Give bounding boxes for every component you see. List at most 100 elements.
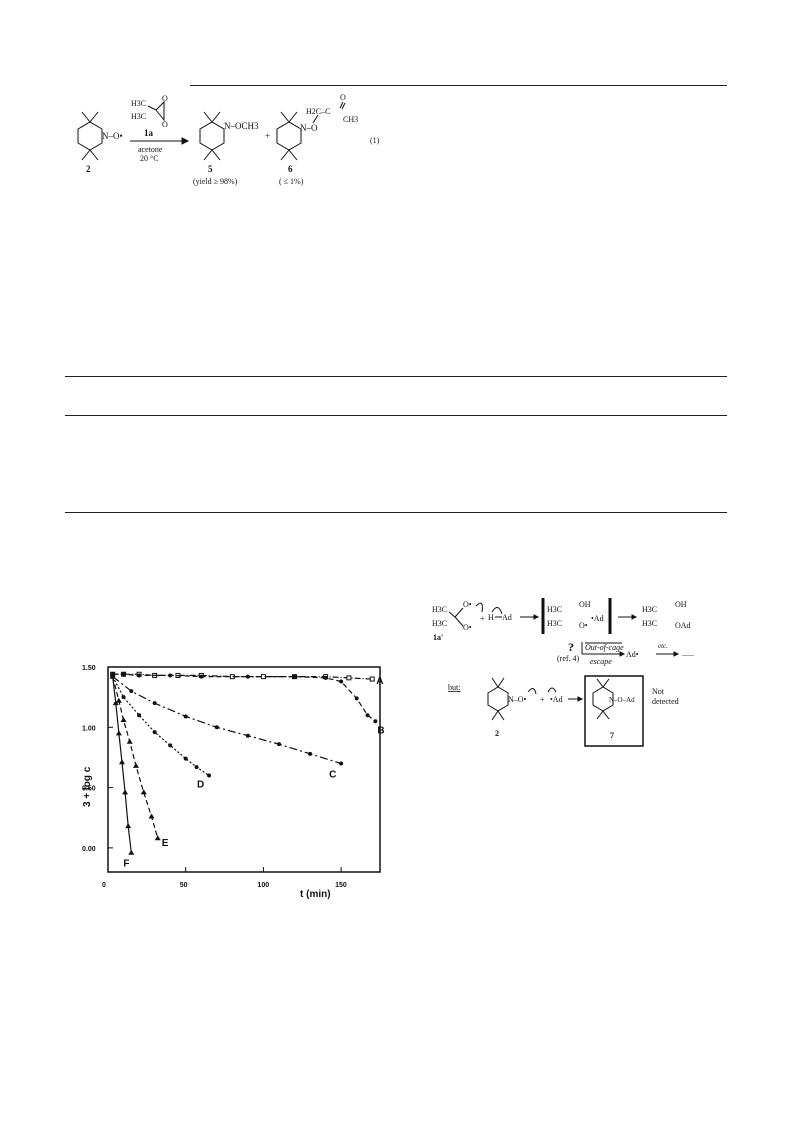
data-point-E — [132, 762, 139, 768]
data-point-F — [128, 849, 135, 855]
data-point-D — [121, 695, 126, 700]
table-header-rule — [65, 415, 727, 416]
svg-text:O•: O• — [463, 600, 472, 609]
series-label-A: A — [376, 676, 383, 687]
x-tick-label: 0 — [102, 882, 106, 889]
svg-text:H3C: H3C — [432, 619, 447, 628]
data-point-B — [168, 673, 173, 678]
plot-frame — [107, 666, 381, 873]
reagent-formula-top: H3C — [131, 99, 146, 108]
product-6-group: N–O — [300, 123, 318, 133]
data-point-B — [121, 672, 126, 677]
x-tick-label: 150 — [335, 882, 347, 889]
series-line-B — [112, 673, 376, 722]
equation-number: (1) — [370, 136, 380, 145]
data-point-F — [125, 823, 132, 829]
conditions-solvent: acetone — [138, 145, 163, 154]
reaction-scheme-2: H3C H3C O• O• 1a' + H Ad H3C H3C OH O• •… — [432, 598, 694, 747]
svg-text:H3C: H3C — [547, 619, 562, 628]
data-point-B — [245, 674, 250, 679]
scheme-plus: + — [265, 131, 270, 141]
svg-text:OAd: OAd — [675, 621, 691, 630]
data-point-C — [308, 751, 313, 756]
adduct-7-box: N–O–Ad 7 — [584, 675, 644, 747]
data-point-D — [207, 773, 212, 778]
data-point-F — [122, 789, 129, 795]
data-point-F — [112, 700, 119, 706]
series-line-E — [112, 676, 159, 839]
y-tick-label: 1.00 — [82, 725, 96, 732]
svg-text:H: H — [488, 613, 494, 622]
reaction-scheme-1: N–O• 2 H3C H3C O O 1a acetone 20 °C N–OC… — [77, 93, 380, 186]
svg-text:N–O•: N–O• — [508, 695, 527, 704]
product-5-group: N–OCH3 — [224, 121, 259, 131]
svg-text:OH: OH — [675, 600, 687, 609]
data-point-B — [323, 675, 328, 680]
data-point-C — [183, 714, 188, 719]
data-point-E — [126, 738, 133, 744]
data-point-C — [276, 742, 281, 747]
svg-text:7: 7 — [610, 731, 614, 740]
data-point-A — [369, 676, 375, 682]
series-label-F: F — [123, 859, 129, 870]
data-point-D — [194, 765, 199, 770]
series-label-C: C — [329, 769, 336, 780]
y-tick-label: 0.50 — [82, 786, 96, 793]
series-label-B: B — [377, 725, 384, 736]
svg-text:•Ad: •Ad — [550, 695, 563, 704]
conditions-temperature: 20 °C — [140, 154, 159, 163]
product-6-structure: N–O H2C–C O CH3 6 ( ≤ 1%) — [276, 93, 358, 186]
product-6-ch3: CH3 — [343, 115, 358, 124]
data-point-A — [346, 675, 352, 681]
data-point-E — [140, 789, 147, 795]
y-tick-label: 0.00 — [82, 846, 96, 853]
data-point-C — [214, 725, 219, 730]
hydroxy-product: H3C H3C OH OAd — [642, 600, 691, 630]
reagent-1a-structure: H3C H3C O O 1a acetone 20 °C — [130, 94, 190, 163]
not-detected-line2: detected — [652, 697, 679, 706]
svg-text:2: 2 — [495, 729, 499, 738]
product-6-label: 6 — [288, 164, 293, 174]
y-tick-label: 1.50 — [82, 665, 96, 672]
product-5-structure: N–OCH3 5 (yield ≥ 98%) — [193, 111, 259, 186]
data-point-B — [339, 679, 344, 684]
question-mark: ? — [568, 640, 574, 654]
svg-text:H3C: H3C — [547, 605, 562, 614]
svg-text:O•: O• — [579, 621, 588, 630]
data-point-D — [137, 713, 142, 718]
reagent-label: 1a — [144, 128, 154, 138]
tempo-2-structure: N–O• 2 — [487, 677, 537, 738]
reactant-label: 2 — [86, 164, 91, 174]
table-bottom-rule — [65, 512, 727, 513]
data-point-B — [292, 674, 297, 679]
svg-text:+: + — [540, 695, 545, 704]
svg-text:N–O–Ad: N–O–Ad — [609, 696, 635, 704]
series-label-D: D — [197, 780, 204, 791]
product-6-carbonyl-o: O — [340, 93, 346, 102]
data-point-C — [129, 689, 134, 694]
data-point-D — [168, 743, 173, 748]
svg-text:O•: O• — [463, 623, 472, 632]
svg-text:H3C: H3C — [432, 605, 447, 614]
table-top-rule — [65, 376, 727, 377]
y-axis-label: 3 + log c — [82, 766, 93, 807]
data-point-F — [115, 730, 122, 736]
data-point-C — [245, 733, 250, 738]
data-point-E — [115, 697, 122, 703]
data-point-F — [109, 673, 116, 679]
svg-text:Out-of-cage: Out-of-cage — [585, 643, 624, 652]
data-point-E — [120, 717, 127, 723]
reagent-o-bottom: O — [162, 120, 168, 129]
data-point-D — [152, 730, 157, 735]
series-line-D — [112, 676, 210, 776]
data-point-B — [365, 713, 370, 718]
x-tick-label: 100 — [257, 882, 269, 889]
product-5-label: 5 — [208, 164, 213, 174]
not-detected-line1: Not — [652, 687, 665, 696]
kinetics-plot: 3 + log c t (min) 0 50 100 150 0.00 0.50 1.00 1… — [82, 665, 385, 900]
data-point-E — [154, 835, 161, 841]
data-point-E — [148, 813, 155, 819]
reagent-o-top: O — [162, 94, 168, 103]
svg-text:H3C: H3C — [642, 605, 657, 614]
svg-text:......: ...... — [682, 649, 694, 658]
